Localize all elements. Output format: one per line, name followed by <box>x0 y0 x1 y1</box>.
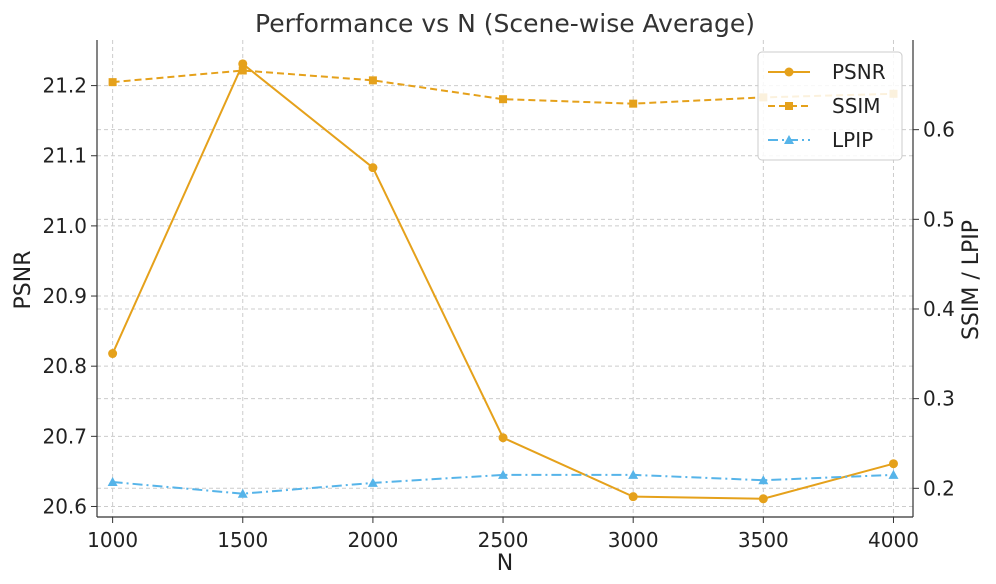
x-tick-label: 3000 <box>608 528 659 552</box>
lpip-point <box>628 469 639 479</box>
y-left-tick-label: 21.1 <box>42 144 87 168</box>
ssim-point <box>499 95 508 104</box>
y-right-tick-label: 0.4 <box>923 297 955 321</box>
psnr-point <box>888 459 898 469</box>
y-left-tick-label: 21.0 <box>42 214 87 238</box>
lpip-point <box>758 475 769 485</box>
legend-marker-lpip <box>784 135 794 144</box>
y-axis-left-label: PSNR <box>11 251 36 310</box>
y-left-tick-label: 20.8 <box>42 354 87 378</box>
y-left-tick-label: 20.6 <box>42 494 87 518</box>
x-axis-label: N <box>497 551 513 576</box>
x-tick-label: 1500 <box>217 528 268 552</box>
lpip-point <box>498 469 509 479</box>
ssim-point <box>368 76 377 85</box>
x-tick-label: 4000 <box>868 528 919 552</box>
lpip-point <box>367 477 378 487</box>
lpip-point <box>107 477 118 487</box>
legend-marker-psnr <box>784 67 794 77</box>
x-tick-label: 2000 <box>347 528 398 552</box>
chart-title: Performance vs N (Scene-wise Average) <box>255 9 755 38</box>
y-left-tick-label: 20.7 <box>42 424 87 448</box>
ssim-point <box>238 66 247 75</box>
y-left-tick-label: 21.2 <box>42 74 87 98</box>
y-right-tick-label: 0.3 <box>923 387 955 411</box>
y-right-tick-label: 0.2 <box>923 476 955 500</box>
legend-label-ssim: SSIM <box>832 94 881 118</box>
ssim-point <box>629 99 638 108</box>
legend: PSNR SSIM LPIP <box>757 51 903 161</box>
legend-box <box>757 51 903 161</box>
x-tick-label: 2500 <box>478 528 529 552</box>
y-axis-right-label: SSIM / LPIP <box>959 220 984 340</box>
psnr-point <box>368 163 378 173</box>
y-right-tick-label: 0.6 <box>923 118 955 142</box>
y-left-tick-label: 20.9 <box>42 284 87 308</box>
y-right-tick-label: 0.5 <box>923 207 955 231</box>
series-lpip <box>107 469 899 498</box>
psnr-point <box>238 59 248 69</box>
lpip-point <box>888 469 899 479</box>
psnr-point <box>498 433 508 443</box>
series-psnr <box>108 59 898 504</box>
axes-layer: 1000 1500 2000 2500 3000 3500 4000 20.6 20.7 20.8… <box>42 40 955 552</box>
legend-label-psnr: PSNR <box>832 60 886 84</box>
psnr-point <box>108 349 118 359</box>
lpip-point <box>237 488 248 498</box>
ssim-point <box>108 78 117 87</box>
legend-label-lpip: LPIP <box>832 128 873 152</box>
psnr-point <box>758 494 768 504</box>
x-tick-label: 3500 <box>738 528 789 552</box>
legend-marker-ssim <box>785 102 793 110</box>
x-tick-label: 1000 <box>87 528 138 552</box>
psnr-point <box>628 492 638 502</box>
